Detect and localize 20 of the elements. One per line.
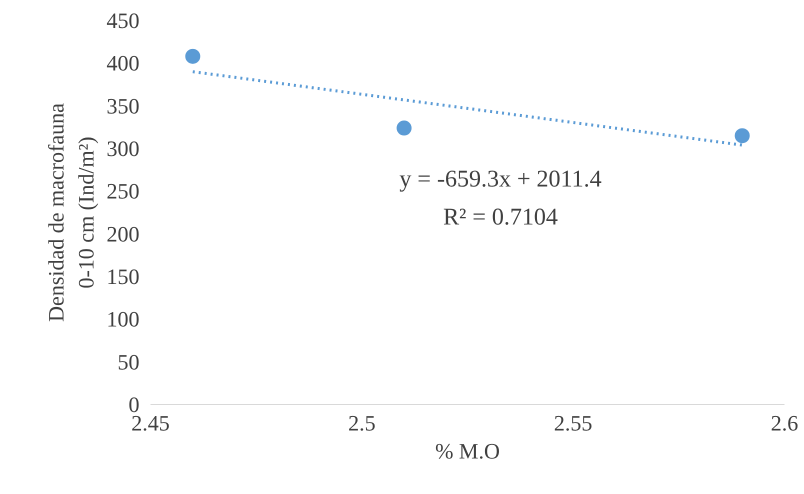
y-tick-label: 200 xyxy=(106,221,140,246)
annotation: R² = 0.7104 xyxy=(443,204,558,230)
x-axis-title: % M.O xyxy=(435,438,500,464)
annotation: y = -659.3x + 2011.4 xyxy=(399,166,602,192)
y-tick-label: 150 xyxy=(106,264,140,289)
point xyxy=(185,48,200,64)
y-tick-label: 100 xyxy=(106,306,140,332)
point xyxy=(734,128,750,144)
x-tick-label: 2.55 xyxy=(554,410,592,436)
y-tick-label: 450 xyxy=(106,8,140,33)
y-tick-label: 400 xyxy=(106,50,140,76)
y-tick-label: 0 xyxy=(128,392,140,417)
y-axis-title: Densidad de macrofauna 0-10 cm (Ind/m²) xyxy=(44,102,98,322)
x-tick-label: 2.5 xyxy=(348,410,376,436)
y-tick-label: 250 xyxy=(106,178,140,204)
y-tick-label: 50 xyxy=(118,349,140,374)
y-tick-label: 300 xyxy=(106,136,140,161)
x-tick-label: 2.6 xyxy=(770,410,798,436)
y-tick-label: 350 xyxy=(106,93,140,118)
point xyxy=(396,120,412,136)
